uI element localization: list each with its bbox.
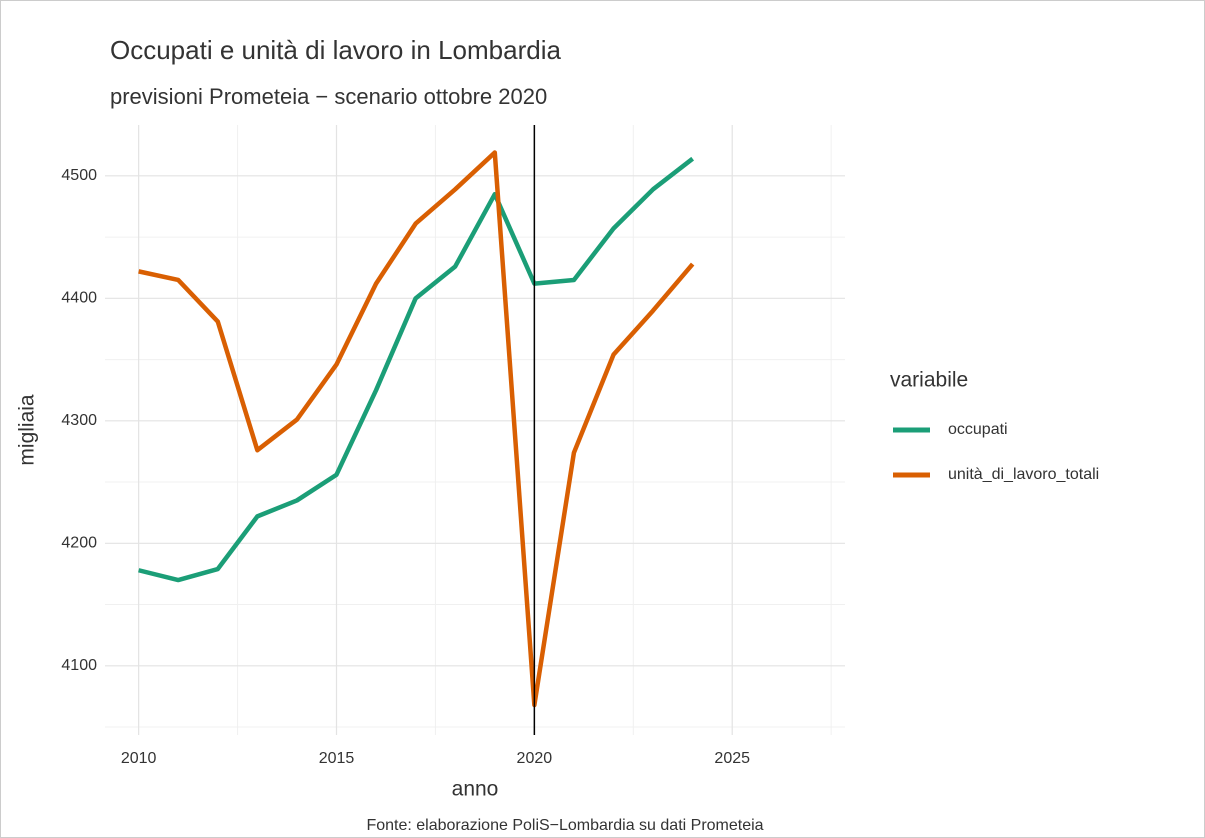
legend-label: unità_di_lavoro_totali xyxy=(948,466,1099,483)
y-tick-label: 4300 xyxy=(61,412,97,429)
x-tick-label: 2025 xyxy=(714,750,750,767)
series-line xyxy=(138,150,695,708)
caption: Fonte: elaborazione PoliS−Lombardia su d… xyxy=(366,817,763,834)
series-line xyxy=(138,156,695,583)
chart-subtitle: previsioni Prometeia − scenario ottobre … xyxy=(110,84,547,109)
y-tick-label: 4400 xyxy=(61,290,97,307)
x-axis-label: anno xyxy=(452,778,499,801)
legend-title: variabile xyxy=(890,369,968,392)
chart-title: Occupati e unità di lavoro in Lombardia xyxy=(110,35,561,65)
x-tick-label: 2015 xyxy=(319,750,355,767)
x-tick-label: 2010 xyxy=(121,750,157,767)
y-tick-label: 4200 xyxy=(61,535,97,552)
legend-label: occupati xyxy=(948,421,1008,438)
x-tick-label: 2020 xyxy=(517,750,553,767)
y-tick-label: 4100 xyxy=(61,657,97,674)
y-tick-label: 4500 xyxy=(61,167,97,184)
y-axis-label: migliaia xyxy=(16,394,39,466)
